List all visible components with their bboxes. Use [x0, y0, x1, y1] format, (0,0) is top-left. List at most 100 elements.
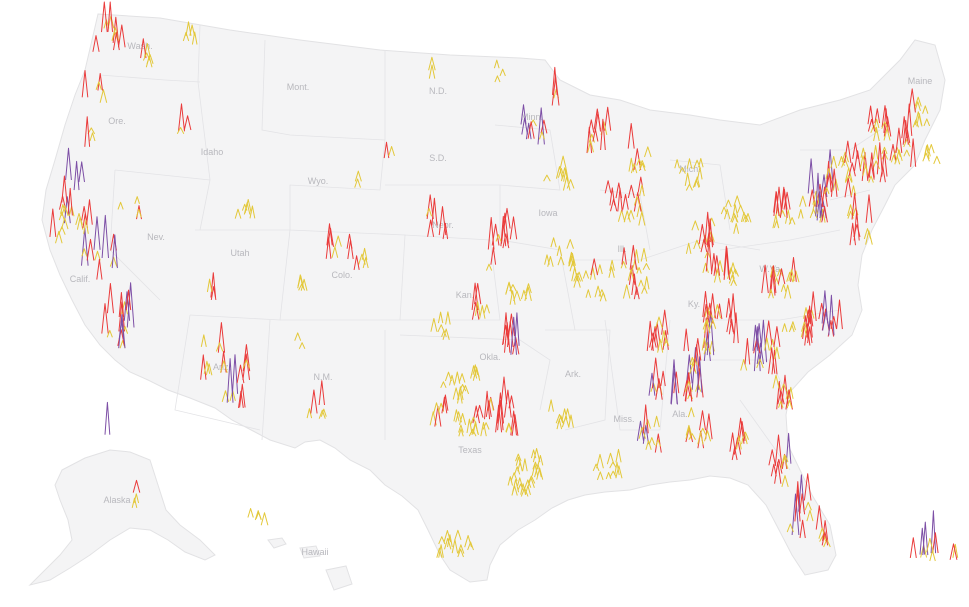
count-spike — [191, 31, 198, 45]
count-spike — [799, 519, 806, 539]
count-spike — [733, 195, 741, 207]
count-spike — [604, 106, 612, 131]
count-spike — [729, 432, 736, 452]
label-maine: Maine — [908, 76, 933, 86]
count-spike — [768, 449, 776, 466]
count-spike — [205, 363, 213, 376]
count-spike — [696, 356, 703, 393]
count-spike — [705, 413, 713, 440]
count-spike — [629, 244, 637, 270]
count-spike — [556, 419, 563, 430]
count-spike — [92, 35, 100, 52]
count-spike — [537, 107, 545, 145]
count-spike — [125, 289, 132, 311]
count-spike — [555, 413, 564, 424]
count-spike — [661, 330, 667, 344]
count-spike — [515, 453, 522, 462]
count-spike — [627, 268, 635, 281]
count-spike — [588, 119, 595, 133]
count-spike — [733, 312, 739, 344]
count-spike — [826, 173, 833, 187]
count-spike — [872, 145, 879, 160]
count-spike — [480, 422, 487, 437]
count-spike — [610, 198, 618, 212]
count-spike — [927, 144, 935, 154]
count-spike — [353, 255, 360, 270]
count-spike — [60, 204, 66, 214]
count-spike — [756, 323, 762, 347]
count-spike — [474, 283, 482, 305]
count-spike — [494, 75, 501, 83]
count-spike — [832, 178, 839, 191]
count-spike — [561, 408, 568, 420]
count-spike — [779, 186, 788, 218]
count-spike — [569, 260, 577, 272]
count-spike — [318, 409, 326, 419]
count-spike — [470, 365, 478, 379]
count-spike — [825, 168, 832, 179]
count-spike — [848, 162, 856, 177]
count-spike — [903, 149, 911, 157]
count-spike — [510, 316, 517, 355]
count-spike — [383, 141, 390, 159]
count-spike — [889, 143, 897, 161]
count-spike — [495, 234, 502, 242]
count-spike — [432, 402, 441, 415]
count-spike — [59, 195, 67, 210]
label-calif: Calif. — [70, 274, 91, 284]
label-ala: Ala. — [672, 409, 688, 419]
count-spike — [631, 273, 638, 296]
count-spike — [653, 415, 660, 428]
count-spike — [756, 342, 764, 365]
label-colo: Colo. — [331, 270, 352, 280]
count-spike — [929, 550, 936, 562]
count-spike — [655, 316, 663, 329]
count-spike — [443, 530, 452, 543]
count-spike — [627, 123, 635, 149]
count-spike — [111, 234, 118, 269]
count-spike — [771, 349, 778, 375]
count-spike — [505, 282, 513, 295]
label-kan: Kan. — [456, 290, 475, 300]
count-spike — [623, 210, 631, 223]
count-spike — [826, 149, 834, 191]
count-spike — [200, 334, 207, 348]
count-spike — [620, 261, 627, 269]
count-spike — [442, 394, 449, 411]
count-spike — [568, 252, 576, 266]
count-spike — [776, 268, 784, 277]
count-spike — [786, 399, 793, 409]
count-spike — [850, 185, 857, 196]
count-spike — [851, 192, 858, 220]
label-sd: S.D. — [429, 153, 447, 163]
count-spike — [609, 461, 617, 469]
label-mich: Mich. — [679, 164, 701, 174]
count-spike — [176, 127, 185, 135]
count-spike — [178, 103, 185, 132]
count-spike — [524, 479, 532, 488]
count-spike — [81, 206, 88, 221]
count-spike — [238, 390, 244, 408]
count-spike — [865, 194, 873, 223]
count-spike — [830, 316, 837, 330]
label-nev: Nev. — [147, 232, 165, 242]
count-spike — [615, 465, 623, 479]
label-minn: Minn. — [521, 112, 543, 122]
count-spike — [778, 401, 784, 408]
count-spike — [702, 320, 711, 330]
count-spike — [822, 311, 830, 331]
count-spike — [544, 254, 550, 265]
count-spike — [698, 223, 707, 245]
count-spike — [65, 147, 72, 181]
label-wyo: Wyo. — [308, 176, 328, 186]
count-spike — [772, 374, 780, 389]
count-spike — [756, 358, 764, 369]
count-spike — [457, 548, 464, 558]
count-spike — [841, 151, 849, 163]
count-spike — [61, 175, 68, 203]
count-spike — [633, 196, 641, 206]
count-spike — [693, 239, 701, 250]
count-spike — [467, 541, 474, 551]
spike-layer — [49, 1, 959, 562]
count-spike — [919, 527, 925, 555]
